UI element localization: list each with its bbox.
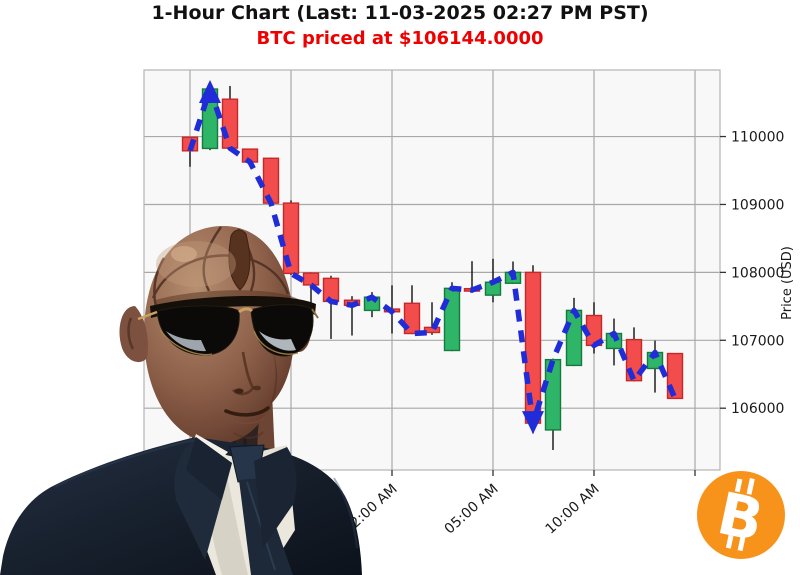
y-tick-label: 108000 (731, 265, 784, 281)
y-tick-label: 109000 (731, 197, 784, 213)
agent-figure (0, 225, 362, 575)
bitcoin-logo: B (697, 471, 785, 559)
candle-up (443, 287, 461, 352)
glasses-bridge (238, 307, 254, 314)
candle-down (302, 272, 320, 286)
arrow-down-marker (522, 411, 544, 435)
x-tick-label: 05:00 AM (442, 481, 502, 537)
trend-line (187, 86, 678, 426)
agent-scalp-seams (151, 226, 290, 319)
candle-up (544, 358, 562, 431)
agent-left-ear (119, 306, 148, 363)
candle-up (565, 309, 583, 367)
chart-subtitle: BTC priced at $106144.0000 (256, 28, 544, 49)
arrow-up-marker (199, 80, 221, 104)
agent-mouth (224, 406, 270, 417)
agent-forehead-drip (228, 229, 251, 291)
y-tick-label: 110000 (731, 130, 784, 146)
y-tick-label: 106000 (731, 401, 784, 417)
x-tick-label: 10:00 AM (543, 481, 603, 537)
candle-down (221, 98, 239, 149)
plot-border (143, 69, 721, 471)
y-axis-label: Price (USD) (780, 246, 795, 320)
agent-sunglasses (137, 295, 319, 357)
agent-lapel-right (254, 447, 297, 548)
bitcoin-circle (697, 471, 785, 559)
y-tick-label: 107000 (731, 333, 784, 349)
chart-title: 1-Hour Chart (Last: 11-03-2025 02:27 PM … (151, 2, 649, 24)
